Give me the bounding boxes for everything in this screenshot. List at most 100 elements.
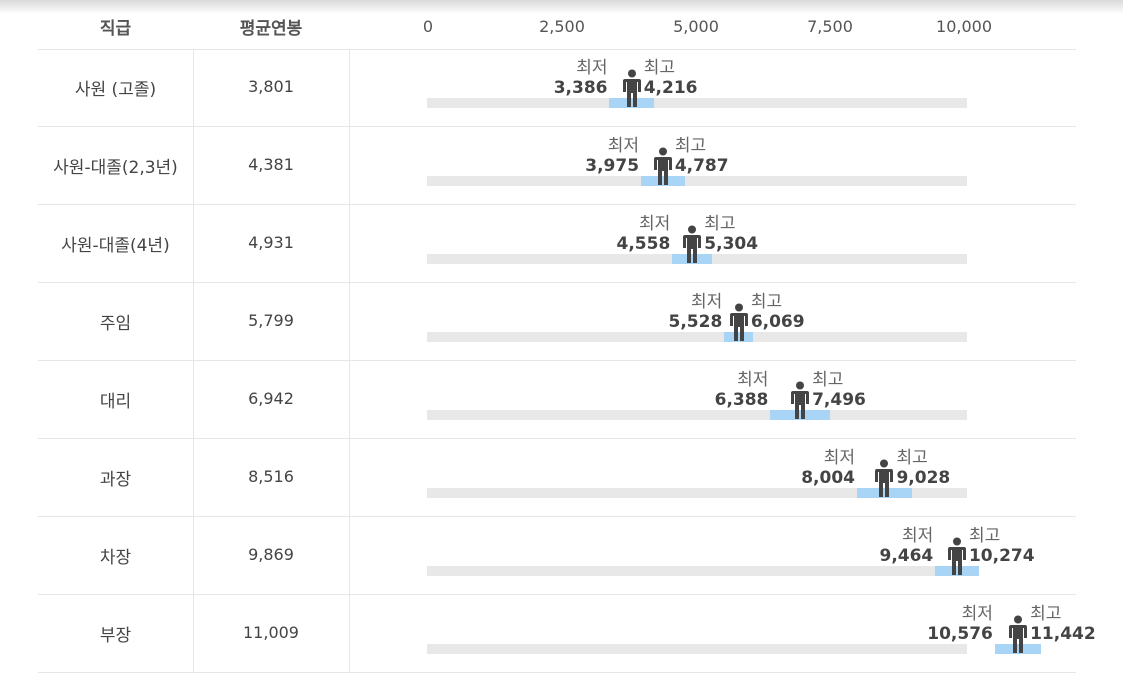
avg-salary-cell: 3,801 <box>248 77 294 96</box>
table-row: 사원-대졸(4년) 4,931 최저 4,558 최고 5,304 <box>38 205 1076 283</box>
column-divider <box>349 595 350 672</box>
max-salary-label: 최고 6,069 <box>751 292 805 332</box>
table-row: 사원-대졸(2,3년) 4,381 최저 3,975 최고 4,787 <box>38 127 1076 205</box>
salary-range-bar <box>609 98 654 108</box>
avg-salary-column-header: 평균연봉 <box>239 19 303 39</box>
person-icon <box>683 225 702 263</box>
range-track <box>427 176 967 186</box>
range-track <box>427 410 967 420</box>
salary-range-bar <box>935 566 979 576</box>
person-icon <box>947 537 966 575</box>
max-salary-label: 최고 4,216 <box>644 58 698 98</box>
max-salary-label: 최고 5,304 <box>704 214 758 254</box>
min-value: 9,464 <box>879 546 934 566</box>
max-salary-label: 최고 7,496 <box>812 370 866 410</box>
range-track <box>427 566 967 576</box>
min-salary-label: 최저 4,558 <box>617 214 671 254</box>
min-salary-label: 최저 10,576 <box>927 604 993 644</box>
table-row: 과장 8,516 최저 8,004 최고 9,028 <box>38 439 1076 517</box>
rank-cell: 과장 <box>99 470 132 490</box>
max-salary-label: 최고 4,787 <box>675 136 729 176</box>
min-word: 최저 <box>961 604 993 624</box>
max-value: 10,274 <box>968 546 1035 566</box>
max-salary-label: 최고 9,028 <box>896 448 950 488</box>
rank-cell: 사원 (고졸) <box>74 80 157 100</box>
max-word: 최고 <box>674 136 707 156</box>
salary-range-bar <box>672 254 713 264</box>
column-divider <box>193 283 194 360</box>
table-row: 주임 5,799 최저 5,528 최고 6,069 <box>38 283 1076 361</box>
min-salary-label: 최저 9,464 <box>879 526 933 566</box>
person-icon <box>622 69 641 107</box>
max-word: 최고 <box>1030 604 1062 624</box>
min-value: 3,386 <box>553 78 608 98</box>
avg-salary-cell: 8,516 <box>248 467 294 486</box>
column-divider <box>349 49 350 126</box>
salary-range-bar <box>770 410 830 420</box>
rank-cell: 차장 <box>99 548 132 568</box>
person-icon <box>729 303 748 341</box>
rank-cell: 사원-대졸(2,3년) <box>53 158 178 178</box>
min-value: 10,576 <box>927 624 993 644</box>
table-row: 대리 6,942 최저 6,388 최고 7,496 <box>38 361 1076 439</box>
top-shadow <box>0 0 1123 14</box>
rank-cell: 사원-대졸(4년) <box>61 236 170 256</box>
column-divider <box>349 283 350 360</box>
column-divider <box>349 439 350 516</box>
min-value: 3,975 <box>585 156 640 176</box>
avg-salary-cell: 9,869 <box>248 545 294 564</box>
max-salary-label: 최고 11,442 <box>1030 604 1096 644</box>
min-value: 8,004 <box>801 468 855 488</box>
person-icon <box>653 147 672 185</box>
rank-cell: 대리 <box>99 392 132 412</box>
max-value: 11,442 <box>1030 624 1096 644</box>
avg-salary-cell: 11,009 <box>243 623 299 642</box>
min-value: 6,388 <box>714 390 769 410</box>
min-salary-label: 최저 8,004 <box>801 448 855 488</box>
column-divider <box>193 361 194 438</box>
table-row: 사원 (고졸) 3,801 최저 3,386 최고 4,216 <box>38 49 1076 127</box>
salary-range-bar <box>724 332 754 342</box>
max-value: 4,787 <box>674 156 729 176</box>
min-salary-label: 최저 5,528 <box>669 292 723 332</box>
x-tick-label: 10,000 <box>936 17 992 36</box>
min-salary-label: 최저 6,388 <box>715 370 769 410</box>
column-divider <box>193 595 194 672</box>
range-track <box>427 332 967 342</box>
column-divider <box>193 127 194 204</box>
salary-range-bar <box>641 176 685 186</box>
range-track <box>427 98 967 108</box>
max-word: 최고 <box>643 58 675 78</box>
min-word: 최저 <box>823 448 855 468</box>
max-word: 최고 <box>968 526 1001 546</box>
max-value: 9,028 <box>896 468 951 488</box>
column-divider <box>193 439 194 516</box>
min-word: 최저 <box>576 58 608 78</box>
column-divider <box>349 517 350 594</box>
min-word: 최저 <box>737 370 769 390</box>
min-value: 4,558 <box>616 234 671 254</box>
table-row: 차장 9,869 최저 9,464 최고 10,274 <box>38 517 1076 595</box>
table-header: 직급 평균연봉 <box>38 0 1076 50</box>
person-icon <box>875 459 894 497</box>
x-tick-label: 7,500 <box>807 17 853 36</box>
rank-column-header: 직급 <box>99 19 132 39</box>
table-row: 부장 11,009 최저 10,576 최고 11,442 <box>38 595 1096 673</box>
max-value: 4,216 <box>643 78 698 98</box>
min-word: 최저 <box>607 136 640 156</box>
x-tick-label: 2,500 <box>539 17 585 36</box>
column-divider <box>349 361 350 438</box>
max-word: 최고 <box>896 448 928 468</box>
min-word: 최저 <box>691 292 723 312</box>
avg-salary-cell: 4,381 <box>248 155 294 174</box>
salary-range-bar <box>994 644 1042 654</box>
min-word: 최저 <box>639 214 671 234</box>
max-word: 최고 <box>750 292 783 312</box>
column-divider <box>349 127 350 204</box>
column-divider <box>349 205 350 282</box>
min-salary-label: 최저 3,386 <box>554 58 608 98</box>
max-value: 7,496 <box>812 390 866 410</box>
rank-cell: 주임 <box>99 314 132 334</box>
max-value: 5,304 <box>704 234 759 254</box>
max-value: 6,069 <box>750 312 805 332</box>
